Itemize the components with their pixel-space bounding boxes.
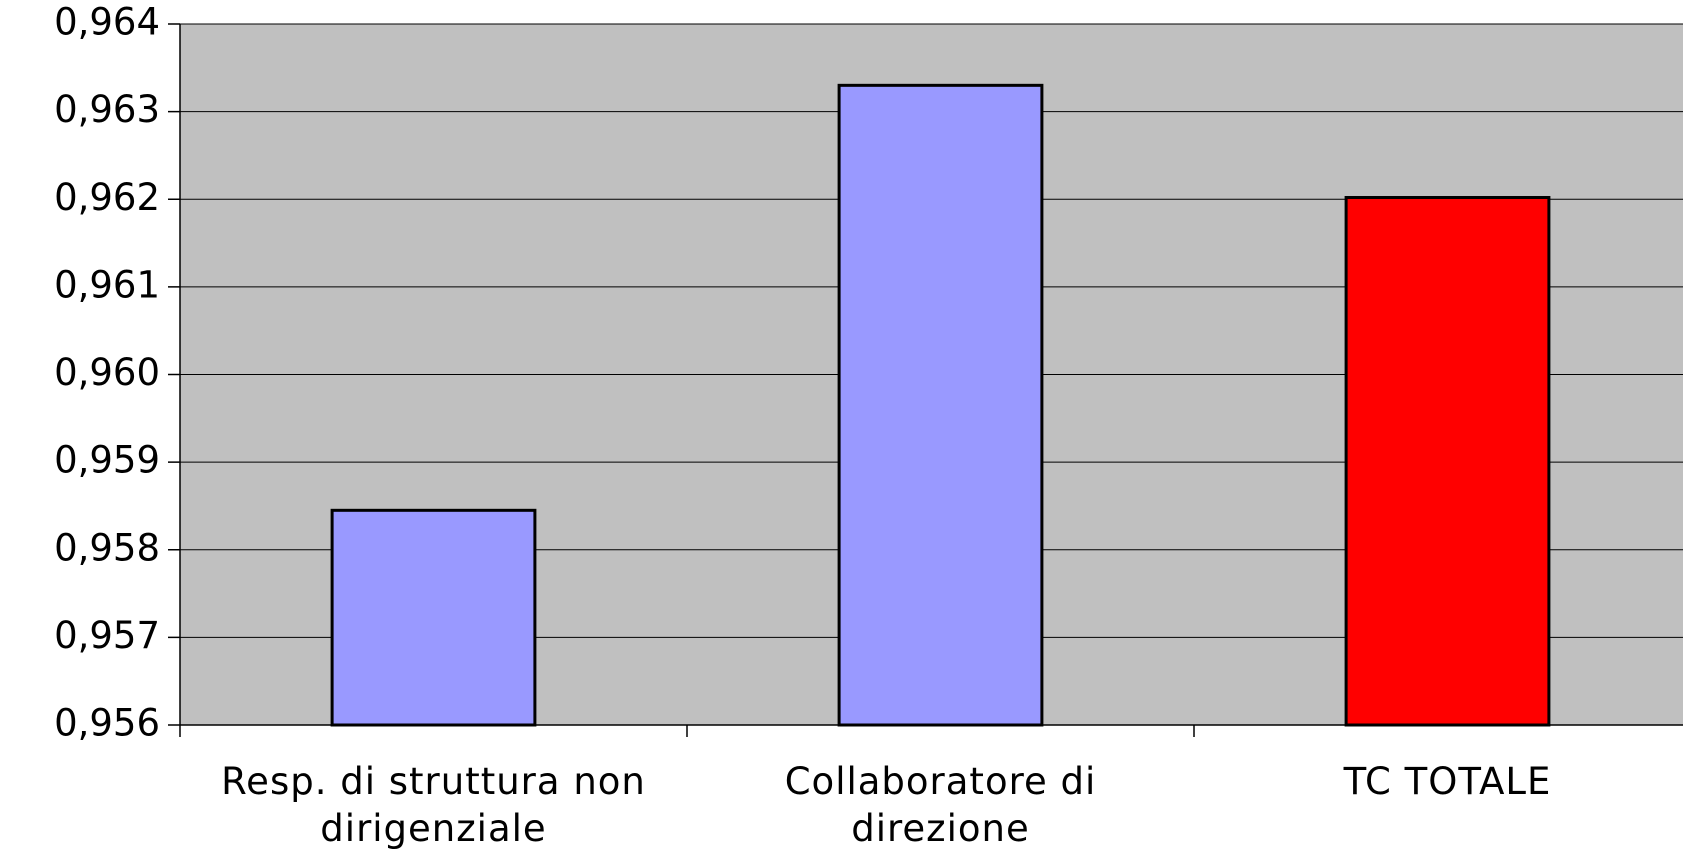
- y-tick-label: 0,960: [54, 351, 160, 394]
- x-tick-label: Collaboratore di direzione: [784, 760, 1097, 850]
- y-tick-label: 0,956: [54, 702, 160, 745]
- y-tick-label: 0,957: [54, 614, 160, 657]
- bar: [330, 508, 537, 727]
- y-tick-label: 0,962: [54, 176, 160, 219]
- y-tick-label: 0,964: [54, 1, 160, 44]
- x-tick-label: Resp. di struttura non dirigenziale: [221, 760, 646, 850]
- y-tick-label: 0,958: [54, 526, 160, 569]
- y-tick-label: 0,963: [54, 88, 160, 131]
- x-tick-label: TC TOTALE: [1343, 760, 1552, 803]
- y-tick-label: 0,961: [54, 263, 160, 306]
- bar: [837, 83, 1044, 727]
- bar: [1344, 195, 1551, 727]
- y-tick-label: 0,959: [54, 439, 160, 482]
